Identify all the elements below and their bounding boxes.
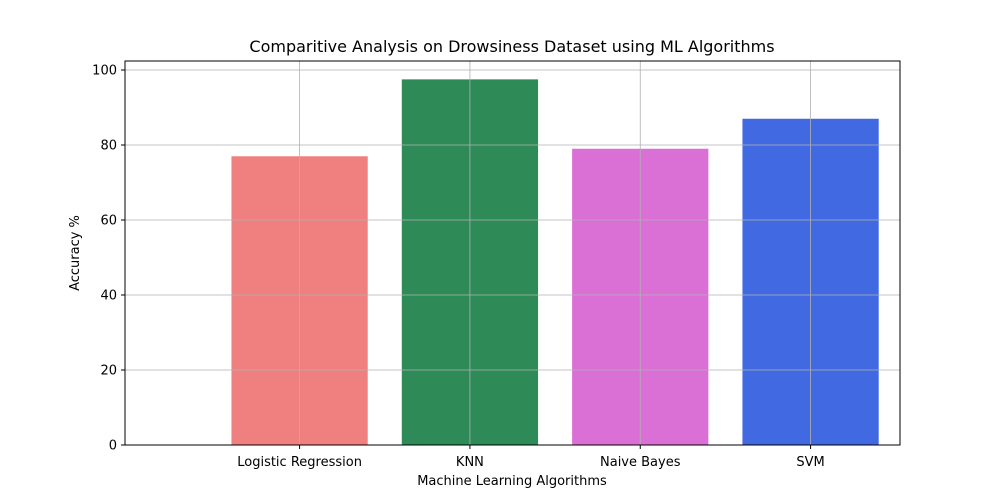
y-tick-label: 100 <box>92 64 117 79</box>
x-tick-label: SVM <box>796 455 824 470</box>
y-axis-label: Accuracy % <box>68 215 83 291</box>
x-tick-label: KNN <box>456 455 484 470</box>
y-tick-label: 20 <box>100 364 117 379</box>
x-tick-label: Logistic Regression <box>237 455 362 470</box>
plot-frame <box>124 60 901 446</box>
y-tick-label: 60 <box>100 214 117 229</box>
chart-title: Comparitive Analysis on Drowsiness Datas… <box>249 37 774 56</box>
y-tick-label: 0 <box>109 439 117 454</box>
y-tick-label: 80 <box>100 139 117 154</box>
y-tick-label: 40 <box>100 289 117 304</box>
x-axis-label: Machine Learning Algorithms <box>417 474 607 489</box>
x-tick-label: Naive Bayes <box>600 455 681 470</box>
